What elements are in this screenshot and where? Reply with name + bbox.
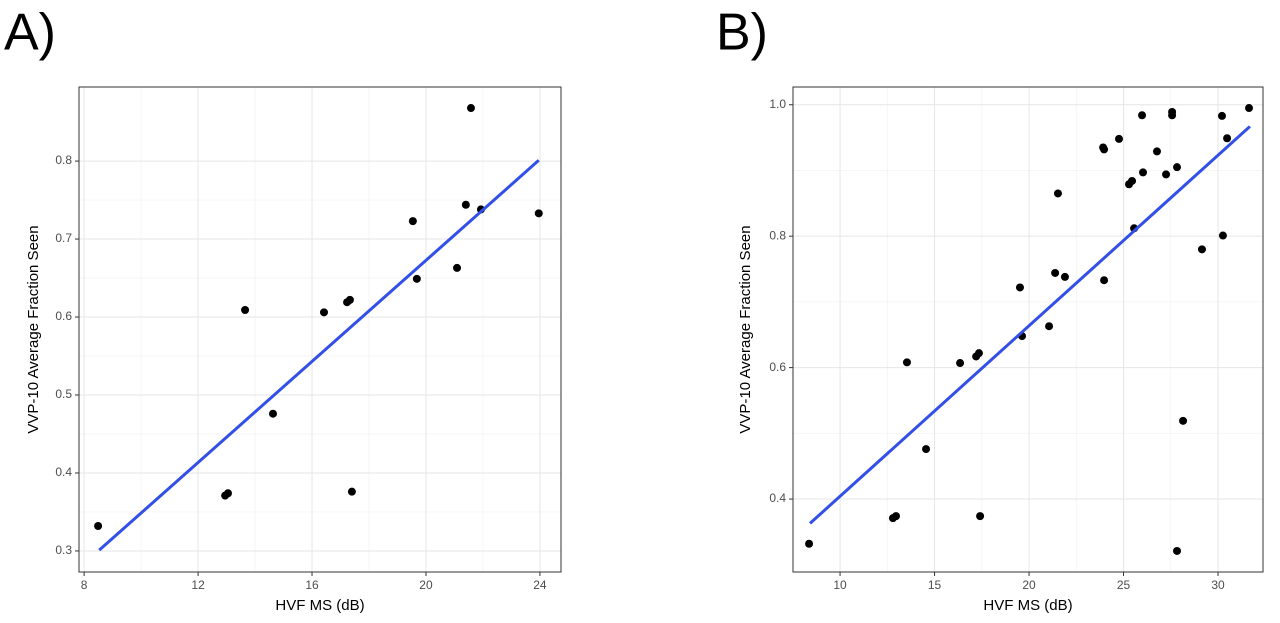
point: [461, 200, 470, 209]
point: [1173, 163, 1182, 172]
point: [453, 263, 462, 272]
point: [891, 512, 900, 521]
fit-line: [809, 125, 1251, 525]
point: [1015, 283, 1024, 292]
y-tick-label: 0.8: [55, 153, 72, 167]
point: [1100, 145, 1109, 154]
x-tick-label: 8: [81, 578, 88, 592]
x-tick-label: 25: [1117, 578, 1131, 592]
point: [1217, 111, 1226, 120]
x-tick-label: 15: [928, 578, 942, 592]
plot-border: [78, 86, 562, 573]
point: [241, 306, 250, 315]
y-tick-label: 0.7: [55, 231, 72, 245]
point: [534, 209, 543, 218]
point: [1051, 268, 1060, 277]
y-tick-label: 0.4: [55, 465, 72, 479]
x-tick-label: 12: [191, 578, 205, 592]
point: [902, 358, 911, 367]
y-tick-label: 1.0: [769, 97, 786, 111]
point: [408, 217, 417, 226]
y-tick-label: 0.6: [55, 309, 72, 323]
x-tick-label: 10: [833, 578, 847, 592]
y-tick-label: 0.3: [55, 543, 72, 557]
point: [1053, 189, 1062, 198]
point: [974, 349, 983, 358]
x-tick-label: 20: [1022, 578, 1036, 592]
point: [466, 104, 475, 113]
point: [1114, 134, 1123, 143]
point: [94, 521, 103, 530]
point: [1138, 111, 1147, 120]
point: [805, 539, 814, 548]
point: [319, 308, 328, 317]
point: [976, 512, 985, 521]
point: [1162, 170, 1171, 179]
point: [1060, 272, 1069, 281]
x-tick-label: 16: [305, 578, 319, 592]
point: [223, 489, 232, 498]
point: [1197, 245, 1206, 254]
point: [268, 409, 277, 418]
y-tick-label: 0.4: [769, 491, 786, 505]
point: [1223, 134, 1232, 143]
point: [1179, 416, 1188, 425]
plot-border: [792, 86, 1264, 573]
y-tick-label: 0.6: [769, 360, 786, 374]
y-axis-label: VVP-10 Average Fraction Seen: [737, 225, 754, 433]
point: [1100, 276, 1109, 285]
point: [1045, 322, 1054, 331]
x-axis-label: HVF MS (dB): [275, 597, 364, 614]
y-axis-label: VVP-10 Average Fraction Seen: [25, 225, 42, 433]
point: [1152, 147, 1161, 156]
point: [1218, 231, 1227, 240]
x-tick-label: 20: [419, 578, 433, 592]
fit-line: [98, 159, 540, 552]
point: [1138, 168, 1147, 177]
x-tick-label: 30: [1211, 578, 1225, 592]
y-tick-label: 0.8: [769, 228, 786, 242]
point: [1173, 546, 1182, 555]
point: [1168, 111, 1177, 120]
point: [956, 359, 965, 368]
point: [1245, 104, 1254, 113]
x-axis-label: HVF MS (dB): [983, 597, 1072, 614]
point: [1128, 176, 1137, 185]
panel-label: B): [716, 4, 768, 62]
y-tick-label: 0.5: [55, 387, 72, 401]
point: [347, 487, 356, 496]
point: [345, 295, 354, 304]
point: [922, 445, 931, 454]
x-tick-label: 24: [533, 578, 547, 592]
panel-label: A): [4, 4, 56, 62]
point: [412, 274, 421, 283]
